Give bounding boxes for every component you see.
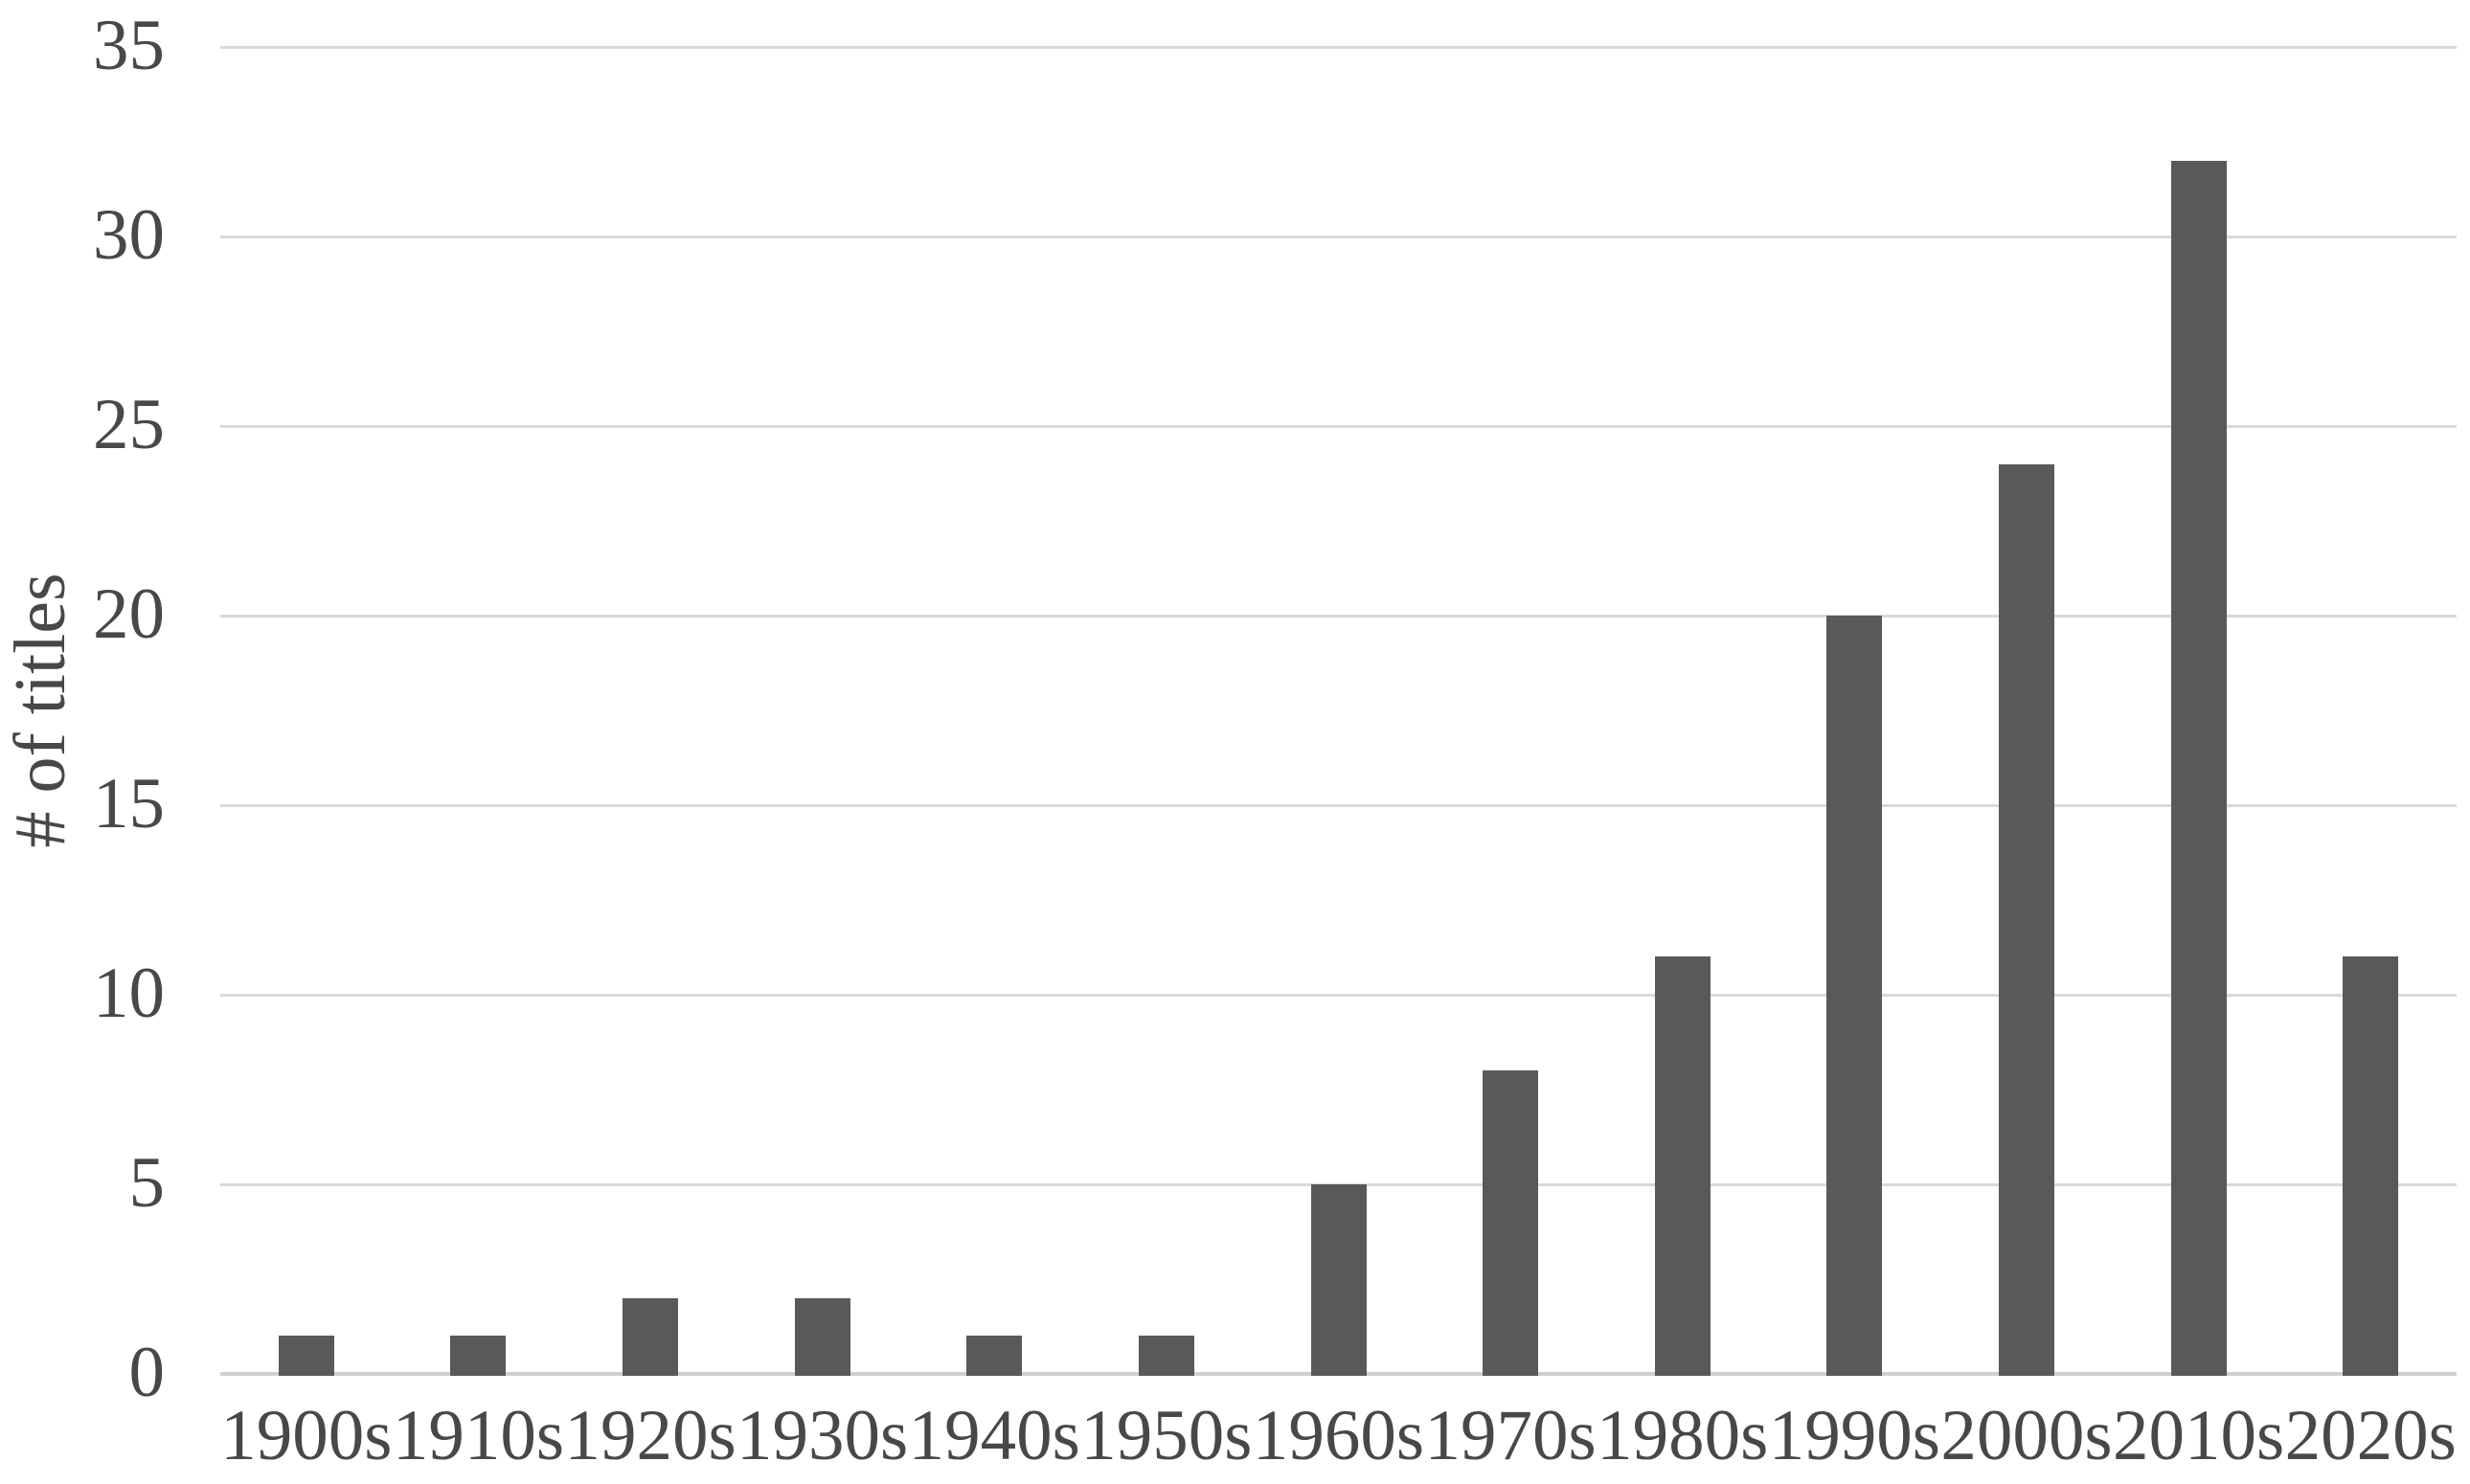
y-tick-label: 5 <box>128 1143 166 1223</box>
y-tick-label: 15 <box>93 764 165 843</box>
x-tick-label: 1990s <box>1768 1396 1940 1475</box>
gridline <box>220 993 2457 997</box>
y-tick-label: 10 <box>93 954 165 1033</box>
y-tick-label: 25 <box>93 385 165 464</box>
bar <box>2170 160 2227 1376</box>
bar <box>1826 616 1883 1376</box>
x-tick-label: 1940s <box>908 1396 1080 1475</box>
bar <box>623 1297 679 1376</box>
x-tick-label: 1980s <box>1597 1396 1769 1475</box>
bar <box>1138 1336 1194 1376</box>
y-tick-label: 0 <box>128 1333 166 1412</box>
y-tick-label: 35 <box>93 6 165 85</box>
x-tick-label: 2020s <box>2284 1396 2457 1475</box>
x-tick-label: 1950s <box>1080 1396 1253 1475</box>
bar <box>278 1336 334 1376</box>
gridline <box>220 235 2457 238</box>
gridline <box>220 45 2457 49</box>
bar <box>1310 1184 1367 1376</box>
x-tick-label: 2000s <box>1940 1396 2113 1475</box>
x-tick-label: 1960s <box>1252 1396 1425 1475</box>
gridline <box>220 803 2457 807</box>
x-tick-label: 1920s <box>564 1396 736 1475</box>
y-tick-label: 20 <box>93 574 165 654</box>
bar <box>1654 956 1711 1376</box>
bar <box>1998 463 2054 1376</box>
gridline <box>220 424 2457 428</box>
bar <box>966 1336 1023 1376</box>
x-tick-label: 1970s <box>1424 1396 1597 1475</box>
x-tick-label: 2010s <box>2112 1396 2285 1475</box>
bar <box>450 1336 507 1376</box>
bar <box>1483 1070 1539 1376</box>
x-tick-label: 1900s <box>220 1396 393 1475</box>
bar <box>2343 956 2399 1376</box>
bar <box>794 1297 850 1376</box>
x-tick-label: 1910s <box>392 1396 565 1475</box>
gridline <box>220 614 2457 618</box>
x-tick-label: 1930s <box>736 1396 909 1475</box>
y-tick-label: 30 <box>93 195 165 275</box>
